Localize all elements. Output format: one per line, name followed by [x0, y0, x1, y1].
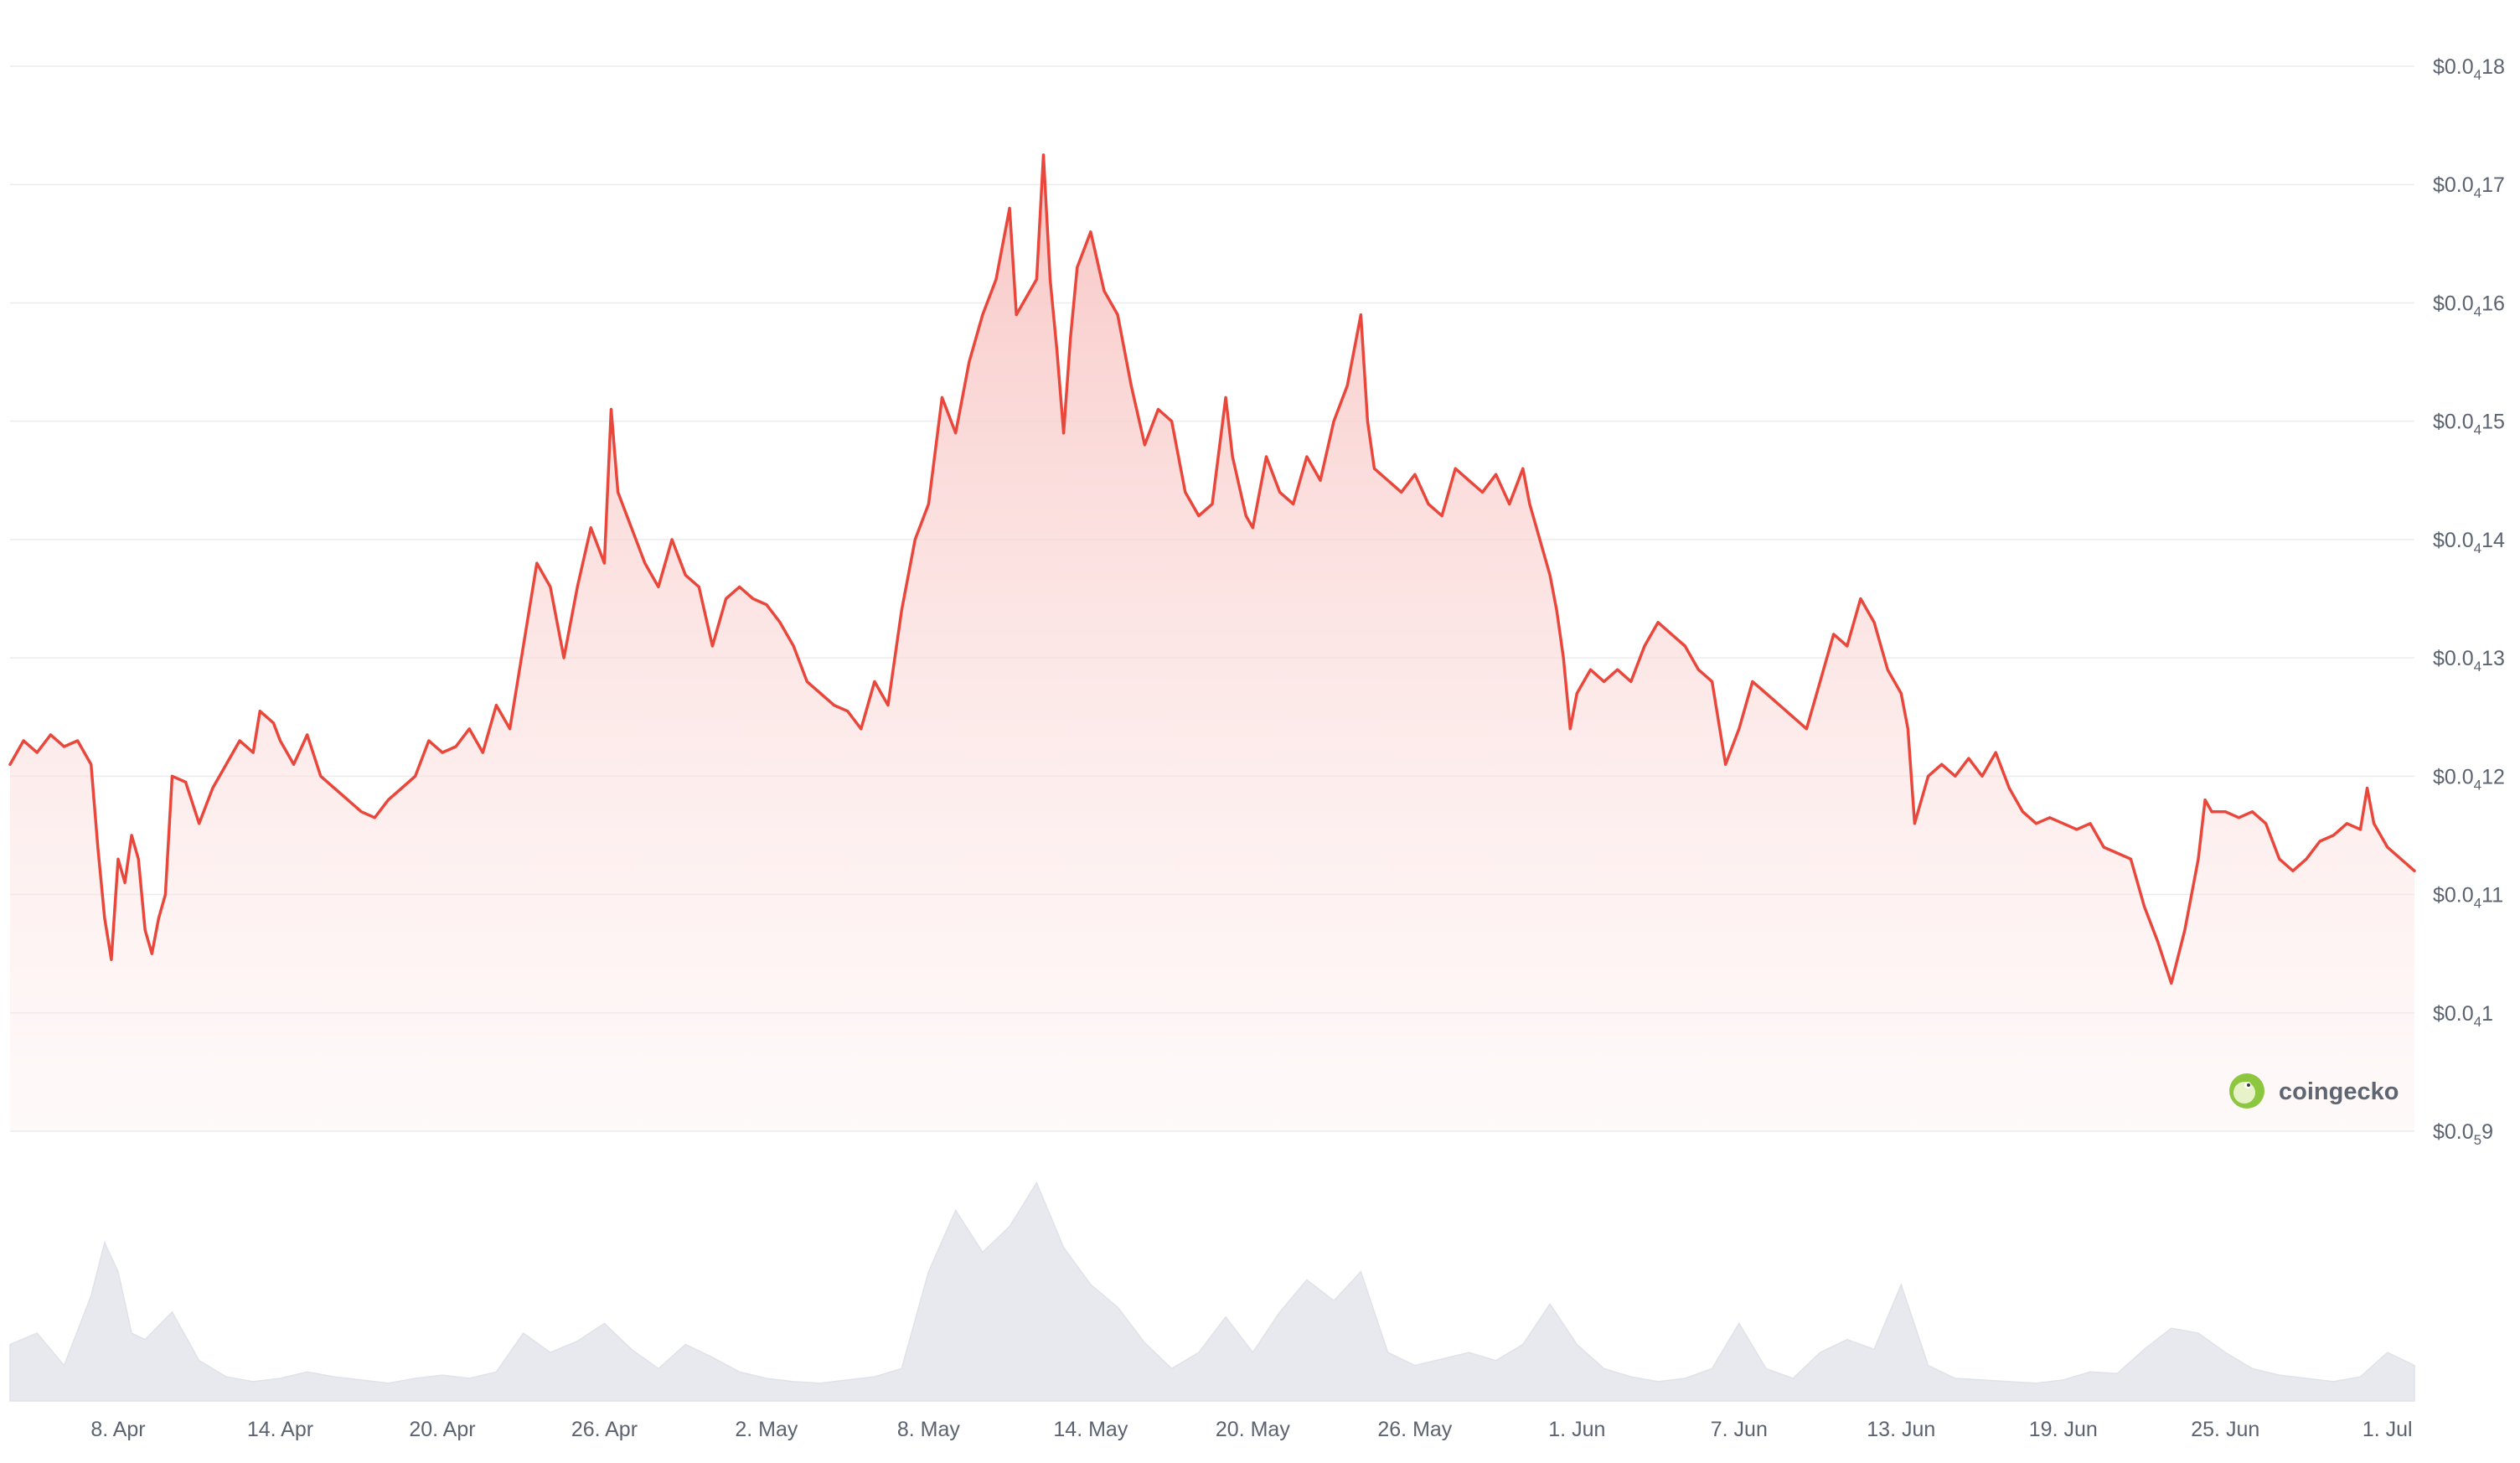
y-axis: $0.059 $0.041 $0.0411 $0.0412 $0.0413 $0.0414…: [2433, 55, 2505, 1148]
volume-series: [9, 1181, 2415, 1402]
price-area-fill: [10, 154, 2414, 1131]
x-tick-label: 20. Apr: [409, 1418, 475, 1441]
watermark-text: coingecko: [2279, 1078, 2399, 1105]
x-tick-label: 19. Jun: [2029, 1418, 2098, 1441]
x-tick-label: 26. Apr: [571, 1418, 638, 1441]
y-tick-label: $0.0418: [2433, 55, 2505, 83]
y-tick-label: $0.0412: [2433, 765, 2505, 793]
y-tick-label: $0.041: [2433, 1002, 2493, 1030]
x-tick-label: 14. Apr: [247, 1418, 313, 1441]
volume-area: [9, 1181, 2415, 1402]
x-tick-label: 8. May: [897, 1418, 961, 1441]
x-tick-label: 8. Apr: [90, 1418, 145, 1441]
x-tick-label: 7. Jun: [1711, 1418, 1768, 1441]
coingecko-watermark: coingecko: [2229, 1073, 2399, 1109]
y-tick-label: $0.0416: [2433, 292, 2505, 319]
price-area: [8, 153, 2416, 1131]
y-tick-label: $0.0411: [2433, 884, 2503, 912]
y-tick-label: $0.0414: [2433, 529, 2505, 556]
y-tick-label: $0.0413: [2433, 647, 2505, 675]
x-tick-label: 1. Jun: [1548, 1418, 1605, 1441]
gecko-eye-icon: [2247, 1083, 2250, 1087]
x-tick-label: 2. May: [735, 1418, 798, 1441]
x-axis: 8. Apr 14. Apr 20. Apr 26. Apr 2. May 8. May 1…: [90, 1418, 2412, 1441]
x-tick-label: 14. May: [1053, 1418, 1128, 1441]
x-tick-label: 26. May: [1377, 1418, 1452, 1441]
price-line[interactable]: [8, 153, 2416, 985]
y-tick-label: $0.0417: [2433, 173, 2505, 201]
gecko-logo-icon: [2233, 1082, 2255, 1104]
x-tick-label: 20. May: [1216, 1418, 1290, 1441]
x-tick-label: 1. Jul: [2362, 1418, 2413, 1441]
y-tick-label: $0.059: [2433, 1120, 2493, 1148]
y-tick-label: $0.0415: [2433, 411, 2505, 438]
x-tick-label: 25. Jun: [2191, 1418, 2259, 1441]
x-tick-label: 13. Jun: [1867, 1418, 1935, 1441]
